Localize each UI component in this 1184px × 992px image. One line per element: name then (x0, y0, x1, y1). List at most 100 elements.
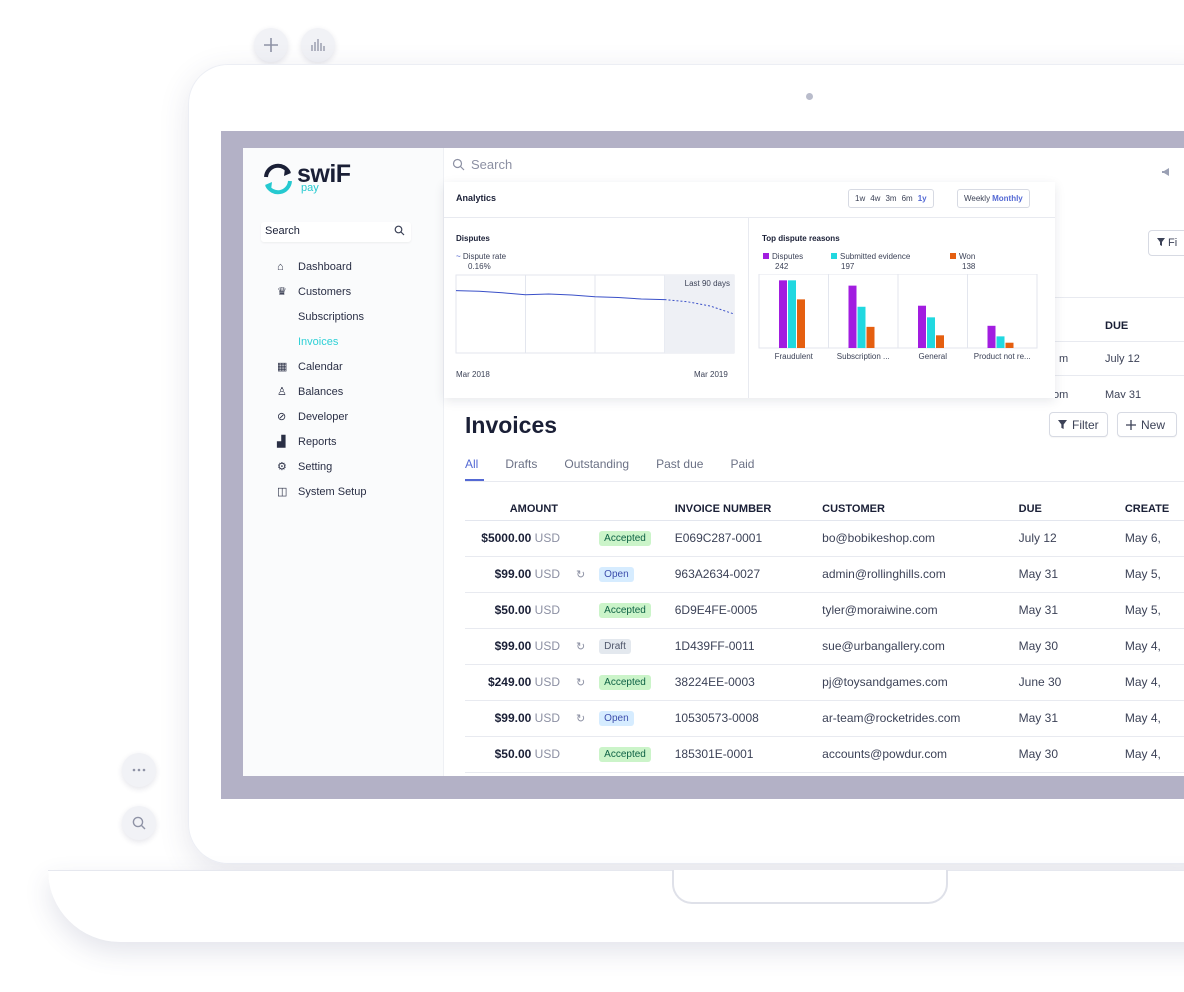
reasons-legend-disputes: Disputes 242 (763, 252, 803, 272)
column-header-amount[interactable]: AMOUNT (465, 498, 565, 521)
sidebar-item-developer[interactable]: ⊘ Developer (277, 404, 437, 429)
invoice-tabs: All Drafts Outstanding Past due Paid (465, 457, 781, 481)
table-row[interactable]: $50.00 USD Accepted 185301E-0001 accounts@p… (465, 736, 1184, 773)
amount-cell: $50.00 USD (465, 736, 565, 773)
bar-chart-icon (311, 39, 325, 51)
add-button[interactable] (254, 28, 288, 62)
bar-submitted-evidence (788, 280, 796, 348)
range-option-active[interactable]: 1y (917, 194, 927, 203)
sidebar: swiF pay Search ⌂ Dashboard ♛ Customers Su… (243, 148, 444, 776)
amount-value: $50.00 (494, 603, 532, 617)
more-button[interactable] (122, 753, 156, 787)
sidebar-item-customers[interactable]: ♛ Customers (277, 279, 437, 304)
global-search-input[interactable]: Search (452, 157, 512, 172)
created-cell: May 5, (1124, 556, 1184, 593)
bar-submitted-evidence (927, 317, 935, 348)
amount-cell: $249.00 USD (465, 664, 565, 701)
dispute-rate-value: 0.16% (468, 262, 491, 271)
analytics-button[interactable] (301, 28, 335, 62)
recurring-cell (564, 520, 600, 557)
invoices-table: AMOUNT INVOICE NUMBER CUSTOMER DUE CREAT… (465, 498, 1184, 773)
granularity-selector: Weekly Monthly (957, 189, 1030, 208)
range-option[interactable]: 6m (901, 194, 913, 203)
notifications-icon[interactable] (1161, 167, 1173, 180)
sidebar-item-invoices[interactable]: Invoices (277, 329, 437, 354)
bar-submitted-evidence (857, 306, 866, 348)
customer-cell: sue@urbangallery.com (822, 628, 1019, 665)
table-row[interactable]: $50.00 USD Accepted 6D9E4FE-0005 tyler@mora… (465, 592, 1184, 629)
currency-code: USD (534, 603, 561, 617)
sidebar-nav: ⌂ Dashboard ♛ Customers Subscriptions Invo… (277, 254, 437, 504)
reports-icon: ▟ (277, 436, 286, 448)
sidebar-item-system-setup[interactable]: ◫ System Setup (277, 479, 437, 504)
zoom-search-button[interactable] (122, 806, 156, 840)
status-cell: Draft (599, 628, 675, 665)
sidebar-item-calendar[interactable]: ▦ Calendar (277, 354, 437, 379)
bar-won (797, 299, 805, 348)
tab-past-due[interactable]: Past due (656, 457, 704, 471)
filter-button[interactable]: Filter (1049, 412, 1108, 437)
sidebar-search-input[interactable]: Search (261, 222, 411, 242)
filter-icon (1058, 420, 1067, 429)
amount-value: $99.00 (494, 639, 532, 653)
sidebar-item-subscriptions[interactable]: Subscriptions (277, 304, 437, 329)
laptop-camera (806, 93, 813, 100)
table-row[interactable]: $99.00 USD ↻ Open 10530573-0008 ar-team@rock… (465, 700, 1184, 737)
granularity-option-active[interactable]: Monthly (992, 194, 1023, 203)
status-badge: Accepted (599, 675, 651, 690)
new-invoice-button[interactable]: New (1117, 412, 1177, 437)
status-badge: Open (599, 567, 634, 582)
tab-drafts[interactable]: Drafts (505, 457, 538, 471)
sidebar-item-label: System Setup (298, 485, 367, 498)
tab-paid[interactable]: Paid (730, 457, 755, 471)
recurring-cell: ↻ (564, 556, 600, 593)
due-cell: May 30 (1018, 628, 1125, 665)
invoices-panel: Invoices Filter New All Drafts Outstandi… (444, 398, 1184, 776)
granularity-option[interactable]: Weekly (964, 194, 991, 203)
search-icon (132, 816, 146, 830)
column-header-due[interactable]: DUE (1018, 498, 1125, 521)
range-option[interactable]: 1w (855, 194, 866, 203)
dispute-rate-line (455, 290, 665, 301)
background-due-header: DUE (1105, 320, 1129, 332)
bar-disputes (848, 285, 857, 348)
range-option[interactable]: 3m (885, 194, 897, 203)
invoice-number-cell: 185301E-0001 (674, 736, 823, 773)
category-label: General (919, 352, 948, 361)
table-row[interactable]: $99.00 USD ↻ Open 963A2634-0027 admin@rollin… (465, 556, 1184, 593)
global-search-placeholder: Search (471, 157, 513, 172)
legend-swatch-submitted (831, 253, 837, 259)
logo-subtitle: pay (301, 182, 319, 194)
sidebar-item-setting[interactable]: ⚙ Setting (277, 454, 437, 479)
tab-outstanding[interactable]: Outstanding (564, 457, 630, 471)
sidebar-item-dashboard[interactable]: ⌂ Dashboard (277, 254, 437, 279)
column-header-invoice-number[interactable]: INVOICE NUMBER (674, 498, 823, 521)
sidebar-item-reports[interactable]: ▟ Reports (277, 429, 437, 454)
disputes-pane: Disputes ~ Dispute rate 0.16% Last 90 da… (444, 218, 749, 398)
tab-all[interactable]: All (465, 457, 485, 481)
created-cell: May 6, (1124, 520, 1184, 557)
table-row[interactable]: $249.00 USD ↻ Accepted 38224EE-0003 pj@toysa… (465, 664, 1184, 701)
recurring-cell: ↻ (564, 628, 600, 665)
table-row[interactable]: $99.00 USD ↻ Draft 1D439FF-0011 sue@urbangal… (465, 628, 1184, 665)
dispute-rate-legend: ~ Dispute rate 0.16% (456, 252, 506, 272)
analytics-title: Analytics (456, 193, 497, 203)
amount-value: $50.00 (494, 747, 532, 761)
dispute-reasons-pane: Top dispute reasons Disputes 242 Submitt… (750, 218, 1055, 398)
currency-code: USD (534, 675, 561, 689)
invoice-number-cell: 38224EE-0003 (674, 664, 823, 701)
amount-cell: $99.00 USD (465, 556, 565, 593)
range-option[interactable]: 4w (870, 194, 881, 203)
amount-value: $249.00 (487, 675, 532, 689)
column-header-created[interactable]: CREATE (1124, 498, 1184, 521)
column-header-customer[interactable]: CUSTOMER (822, 498, 1019, 521)
due-cell: May 31 (1018, 700, 1125, 737)
plus-icon (1126, 419, 1136, 430)
table-row[interactable]: $5000.00 USD Accepted E069C287-0001 bo@bobi… (465, 520, 1184, 557)
sidebar-item-label: Reports (298, 435, 337, 448)
sidebar-item-label: Calendar (298, 360, 343, 373)
customer-cell: accounts@powdur.com (822, 736, 1019, 773)
sidebar-item-balances[interactable]: ♙ Balances (277, 379, 437, 404)
dispute-reasons-bar-chart: Fraudulent Subscription ... General Product… (758, 274, 1038, 361)
range-selector: 1w 4w 3m 6m 1y (848, 189, 934, 208)
